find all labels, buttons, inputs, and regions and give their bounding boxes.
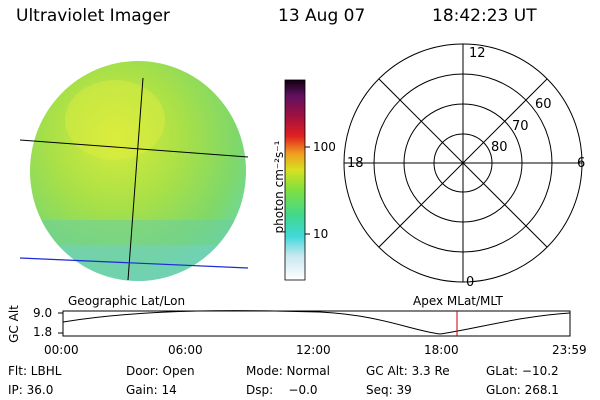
orbit-x-tick-0600: 06:00 [168,343,203,357]
auroral-image [30,61,246,281]
status-filter: Flt: LBHL [8,364,62,378]
mlt-label-18: 18 [347,156,364,171]
orbit-x-tick-1800: 18:00 [424,343,459,357]
lat-label-70: 70 [512,119,529,134]
colorbar-tick-100: 100 [313,140,336,154]
date-label: 13 Aug 07 [278,6,366,26]
orbit-x-tick-2359: 23:59 [552,343,587,357]
status-glon: GLon: 268.1 [486,383,559,397]
time-label: 18:42:23 UT [432,6,537,26]
orbit-x-tick-0000: 00:00 [44,343,79,357]
colorbar-unit-label: photon cm⁻²s⁻¹ [272,140,286,234]
status-seq: Seq: 39 [366,383,412,397]
geographic-label: Geographic Lat/Lon [68,294,186,308]
status-door: Door: Open [126,364,195,378]
orbit-y-tick-min: 1.8 [33,325,53,339]
orbit-y-axis-label: GC Alt [7,305,21,343]
geo-grid [19,77,249,281]
status-dsp: Dsp: −0.0 [246,383,318,397]
orbit-x-tick-1200: 12:00 [296,343,331,357]
mlt-label-12: 12 [469,46,486,61]
orbit-plot [58,310,571,337]
orbit-y-tick-max: 9.0 [33,306,53,320]
status-gc-alt: GC Alt: 3.3 Re [366,364,450,378]
status-glat: GLat: −10.2 [486,364,559,378]
colorbar [284,79,310,281]
status-ip: IP: 36.0 [8,383,54,397]
colorbar-tick-10: 10 [313,227,329,241]
lat-label-60: 60 [535,97,552,112]
apex-label: Apex MLat/MLT [413,294,503,308]
status-mode: Mode: Normal [246,364,330,378]
polar-grid [343,43,583,283]
status-gain: Gain: 14 [126,383,177,397]
mlt-label-6: 6 [577,156,586,171]
instrument-title: Ultraviolet Imager [16,6,170,26]
lat-label-80: 80 [491,140,508,155]
mlt-label-0: 0 [466,275,475,290]
